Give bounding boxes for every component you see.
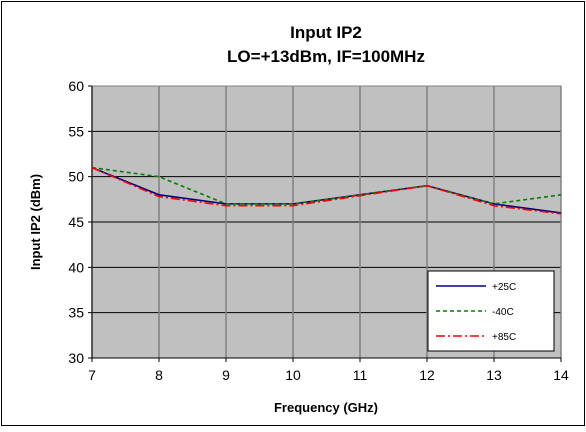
x-tick-label: 12	[419, 367, 435, 383]
x-tick-label: 10	[285, 367, 301, 383]
y-tick-label: 55	[68, 123, 84, 139]
y-tick-label: 50	[68, 169, 84, 185]
x-tick-label: 8	[155, 367, 163, 383]
series-line-2	[91, 166, 562, 205]
plot-area: 30 35 40 45 50 55 60 7 8 9 10 11 12 13 14	[68, 78, 569, 383]
x-tick-label: 11	[353, 367, 368, 383]
x-tick-label: 7	[88, 367, 96, 383]
x-tick-label: 9	[222, 367, 230, 383]
chart-title: Input IP2	[290, 23, 362, 42]
y-tick-label: 35	[68, 305, 84, 321]
x-tick-label: 13	[486, 367, 502, 383]
legend-box	[427, 270, 555, 352]
y-tick-label: 60	[68, 78, 84, 94]
legend: +25C -40C +85C	[427, 270, 555, 352]
x-tick-label: 14	[553, 367, 569, 383]
x-axis-title: Frequency (GHz)	[274, 400, 378, 415]
y-tick-label: 45	[68, 214, 84, 230]
y-axis-title: Input IP2 (dBm)	[28, 174, 43, 270]
y-tick-label: 40	[68, 259, 84, 275]
legend-label-1: +25C	[492, 282, 516, 293]
series-line-3	[91, 166, 562, 215]
chart-subtitle: LO=+13dBm, IF=100MHz	[227, 47, 425, 66]
y-tick-label: 30	[68, 350, 84, 366]
legend-label-2: -40C	[492, 307, 514, 318]
legend-label-3: +85C	[492, 332, 516, 343]
